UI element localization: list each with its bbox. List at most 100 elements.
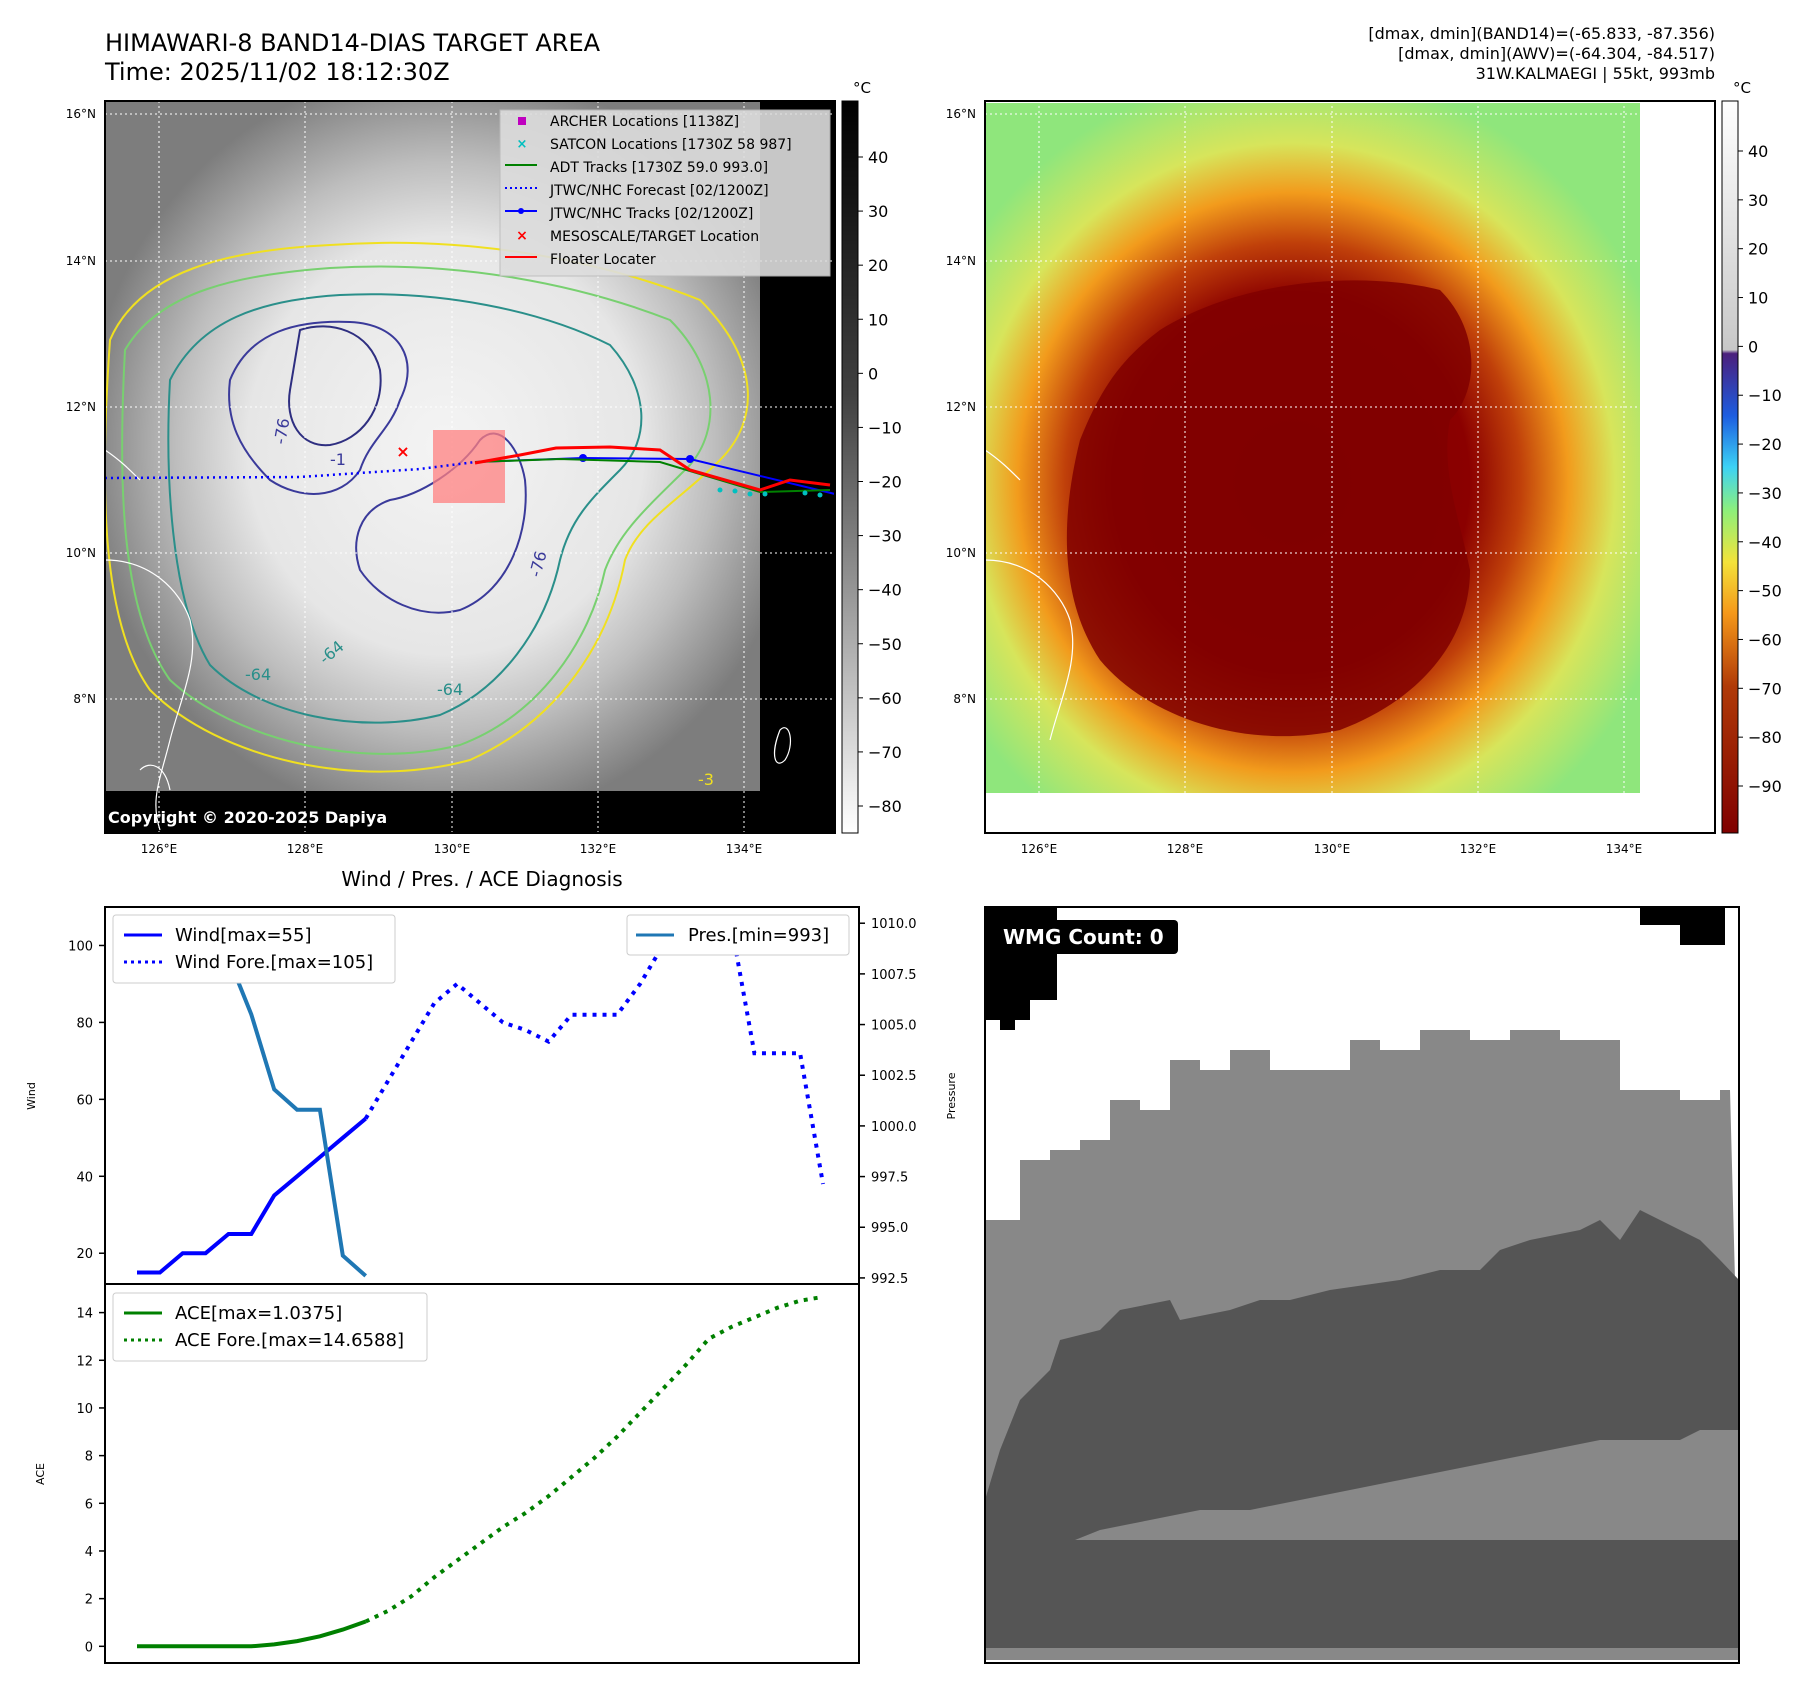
ace-tick-label: 0: [85, 1640, 93, 1655]
colorbar-tick-label: 0: [1748, 337, 1758, 356]
cold-cloud-core: [1066, 280, 1472, 737]
wmg-black-block: [1640, 907, 1725, 945]
colorbar-tick-label: −40: [1748, 533, 1782, 552]
wind-tick-label: 40: [76, 1170, 93, 1185]
colorbar-tick-label: −10: [1748, 386, 1782, 405]
storm-info: 31W.KALMAEGI | 55kt, 993mb: [1476, 64, 1715, 83]
wind-tick-label: 60: [76, 1093, 93, 1108]
colorbar-tick-label: 40: [1748, 142, 1768, 161]
colorbar-tick-label: −90: [1748, 777, 1782, 796]
svg-text:14°N: 14°N: [946, 254, 976, 268]
colorbar-tick-label: −40: [868, 581, 902, 600]
colorbar-tick-label: 30: [1748, 191, 1768, 210]
colorbar-tick-label: −60: [868, 689, 902, 708]
wind-axis-label: Wind: [25, 1082, 38, 1110]
pressure-tick-label: 995.0: [871, 1221, 908, 1236]
ace-tick-label: 4: [85, 1545, 93, 1560]
legend-entry: Wind[max=55]: [175, 925, 312, 946]
coastlines: [104, 449, 792, 831]
legend-entry: ADT Tracks [1730Z 59.0 993.0]: [550, 160, 768, 176]
pressure-axis-label: Pressure: [945, 1072, 958, 1119]
svg-text:16°N: 16°N: [66, 107, 96, 121]
wind-legend: Wind[max=55] Wind Fore.[max=105]: [112, 914, 396, 984]
contours: [105, 241, 749, 773]
jtwc-track-point: [579, 454, 587, 462]
pressure-tick-label: 992.5: [871, 1272, 908, 1287]
wind-tick-label: 20: [76, 1247, 93, 1262]
svg-text:12°N: 12°N: [946, 400, 976, 414]
ace-line: [137, 1619, 367, 1649]
pressure-tick-label: 1010.0: [871, 917, 917, 932]
contour-label: -64: [437, 680, 463, 699]
diagnosis-title: Wind / Pres. / ACE Diagnosis: [341, 867, 622, 891]
svg-text:130°E: 130°E: [434, 842, 471, 856]
ace-tick-label: 6: [85, 1497, 93, 1512]
map-frame: [984, 100, 1716, 834]
legend-entry: JTWC/NHC Tracks [02/1200Z]: [549, 206, 753, 222]
colorbar-tick-label: −50: [868, 635, 902, 654]
forecast-track-dotted: [104, 460, 476, 480]
legend-entry: ARCHER Locations [1138Z]: [550, 114, 739, 130]
map-axis-labels-right: 16°N 14°N 12°N 10°N 8°N 126°E 128°E 130°…: [946, 107, 1643, 856]
dmax-awv: [dmax, dmin](AWV)=(-64.304, -84.517): [1398, 44, 1715, 63]
colorbar-tick-label: −30: [868, 527, 902, 546]
ace-tick-label: 2: [85, 1593, 93, 1608]
colorbar-tick-label: 20: [1748, 240, 1768, 259]
ace-tick-label: 10: [76, 1402, 93, 1417]
svg-text:130°E: 130°E: [1314, 842, 1351, 856]
ace-legend: ACE[max=1.0375] ACE Fore.[max=14.6588]: [112, 1292, 428, 1362]
ace-axis-label: ACE: [34, 1463, 47, 1485]
main-title: HIMAWARI-8 BAND14-DIAS TARGET AREA: [105, 29, 601, 57]
ace-tick-label: 8: [85, 1450, 93, 1465]
colorbar-color: °C 40 30 20 10 0 −10 −20 −30 −40 −50 −60 −70 −80 −90: [1721, 79, 1782, 834]
pressure-tick-label: 1002.5: [871, 1069, 917, 1084]
map-legend: × × ARCHER Locations [1138Z] SATCON Loca…: [499, 109, 831, 277]
pressure-tick-label: 1005.0: [871, 1019, 917, 1034]
colorbar-tick-label: −70: [1748, 679, 1782, 698]
svg-text:×: ×: [516, 228, 528, 244]
target-location-marker: ×: [396, 442, 409, 461]
wind-pressure-axes: [104, 906, 860, 1285]
svg-text:16°N: 16°N: [946, 107, 976, 121]
colorbar-tick-label: 20: [868, 256, 888, 275]
dmax-band14: [dmax, dmin](BAND14)=(-65.833, -87.356): [1368, 24, 1715, 43]
wmg-count-box: [996, 920, 1178, 954]
legend-entry: ACE[max=1.0375]: [175, 1303, 342, 1324]
colorbar-tick-label: −80: [868, 797, 902, 816]
wmg-panel: WMG Count: 0: [984, 906, 1740, 1664]
copyright-text: Copyright © 2020-2025 Dapiya: [108, 808, 387, 827]
floater-track: [474, 445, 831, 492]
legend-entry: MESOSCALE/TARGET Location: [550, 229, 759, 245]
svg-text:°C: °C: [853, 79, 871, 97]
ace-tick-label: 14: [76, 1307, 93, 1322]
legend-entry: ACE Fore.[max=14.6588]: [175, 1330, 404, 1351]
svg-text:134°E: 134°E: [726, 842, 763, 856]
svg-text:8°N: 8°N: [73, 692, 96, 706]
wmg-frame: [984, 906, 1740, 1664]
legend-entry: SATCON Locations [1730Z 58 987]: [550, 137, 792, 153]
colorbar-tick-label: −20: [868, 473, 902, 492]
map-axis-labels-left: 16°N 14°N 12°N 10°N 8°N 126°E 128°E 130°…: [66, 107, 763, 856]
svg-text:132°E: 132°E: [580, 842, 617, 856]
svg-text:8°N: 8°N: [953, 692, 976, 706]
svg-text:128°E: 128°E: [287, 842, 324, 856]
contour-label: -1: [330, 450, 346, 469]
svg-text:128°E: 128°E: [1167, 842, 1204, 856]
colorbar-tick-label: −20: [1748, 435, 1782, 454]
legend-entry: Pres.[min=993]: [688, 925, 829, 946]
ace-tick-label: 12: [76, 1354, 93, 1369]
colorbar-tick-label: 10: [868, 310, 888, 329]
wind-tick-label: 100: [68, 939, 93, 954]
colorbar-tick-label: 0: [868, 364, 878, 383]
pressure-tick-label: 1000.0: [871, 1120, 917, 1135]
adt-track: [474, 457, 831, 494]
target-area-box: [433, 430, 505, 503]
svg-text:10°N: 10°N: [66, 546, 96, 560]
jtwc-track-point: [686, 455, 694, 463]
time-title: Time: 2025/11/02 18:12:30Z: [104, 58, 450, 86]
svg-text:126°E: 126°E: [1021, 842, 1058, 856]
colorbar-tick-label: −30: [1748, 484, 1782, 503]
colorbar-tick-label: −60: [1748, 630, 1782, 649]
wind-forecast-line: [363, 922, 825, 1185]
